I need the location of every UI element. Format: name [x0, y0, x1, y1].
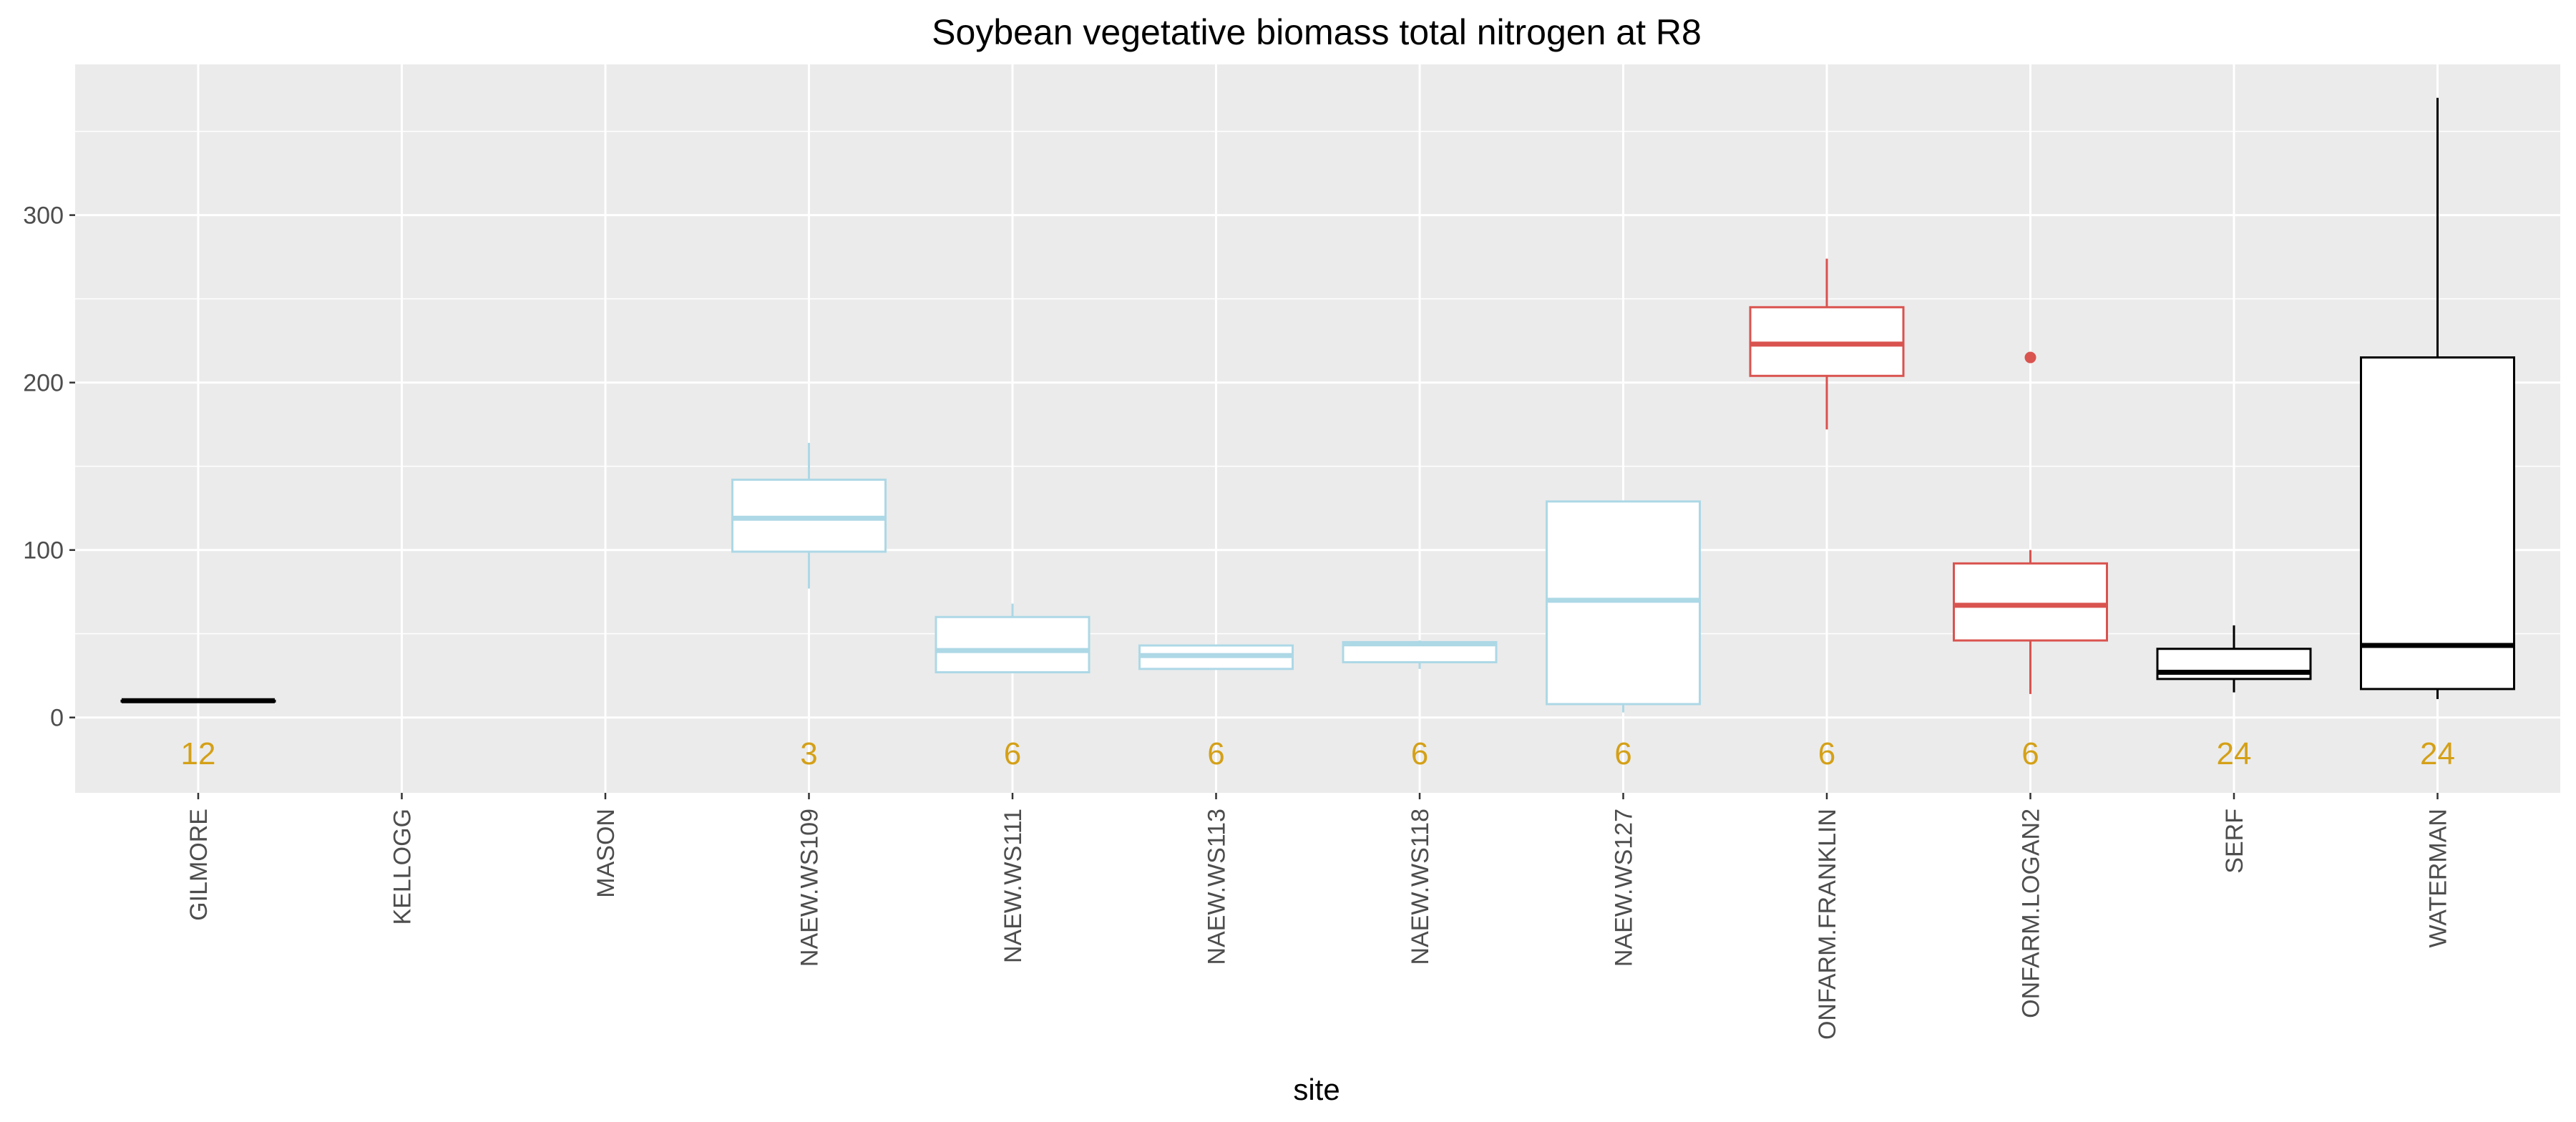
y-tick-label: 300 [23, 203, 64, 230]
count-labels: 12 3 6 6 6 6 6 6 24 24 [181, 736, 2455, 771]
grid-lines [75, 64, 2560, 793]
box-naew-ws127 [1546, 500, 1701, 713]
count-label: 6 [2021, 736, 2039, 771]
count-label: 12 [181, 736, 216, 771]
box-iqr [1546, 500, 1701, 706]
count-label: 6 [1207, 736, 1224, 771]
box-onfarm-franklin [1749, 258, 1905, 430]
y-tick-label: 0 [50, 705, 64, 732]
count-label: 3 [800, 736, 817, 771]
x-tick-label: NAEW.WS113 [1204, 809, 1231, 965]
y-axis: 0 100 200 300 [23, 203, 75, 732]
box-naew-ws109 [731, 442, 887, 589]
count-label: 6 [1411, 736, 1428, 771]
count-label: 24 [2217, 736, 2252, 771]
box-naew-ws111 [935, 603, 1091, 674]
x-tick-label: NAEW.WS118 [1407, 809, 1434, 965]
x-axis-label: site [1293, 1073, 1340, 1106]
x-tick-label: WATERMAN [2425, 809, 2452, 948]
plot-background [75, 64, 2560, 793]
box-waterman [2360, 97, 2515, 699]
box-onfarm-logan2 [1953, 351, 2108, 694]
box-iqr [935, 615, 1091, 674]
count-label: 6 [1818, 736, 1835, 771]
y-tick-label: 100 [23, 537, 64, 565]
chart-title: Soybean vegetative biomass total nitroge… [932, 12, 1702, 52]
box-serf [2156, 625, 2312, 693]
x-tick-label: ONFARM.LOGAN2 [2018, 809, 2045, 1018]
x-tick-label: MASON [592, 809, 620, 898]
box-naew-ws113 [1138, 644, 1294, 670]
count-label: 6 [1004, 736, 1021, 771]
x-tick-label: SERF [2221, 809, 2248, 874]
x-tick-label: KELLOGG [389, 809, 416, 925]
count-label: 24 [2420, 736, 2455, 771]
box-gilmore [120, 698, 276, 703]
x-tick-label: NAEW.WS127 [1611, 809, 1638, 967]
box-naew-ws118 [1342, 640, 1498, 669]
boxes-layer [120, 97, 2515, 713]
y-tick-label: 200 [23, 370, 64, 397]
x-axis: GILMORE KELLOGG MASON NAEW.WS109 NAEW.WS111 N… [185, 793, 2452, 1040]
x-tick-label: NAEW.WS109 [796, 809, 824, 967]
x-tick-label: GILMORE [185, 809, 213, 921]
x-tick-label: ONFARM.FRANKLIN [1814, 809, 1841, 1040]
count-label: 6 [1614, 736, 1631, 771]
box-iqr [731, 478, 887, 553]
box-iqr [1749, 306, 1905, 377]
box-iqr [2360, 356, 2515, 691]
box-iqr [1953, 562, 2108, 642]
x-tick-label: NAEW.WS111 [1000, 809, 1027, 963]
outlier-point [2024, 351, 2036, 364]
